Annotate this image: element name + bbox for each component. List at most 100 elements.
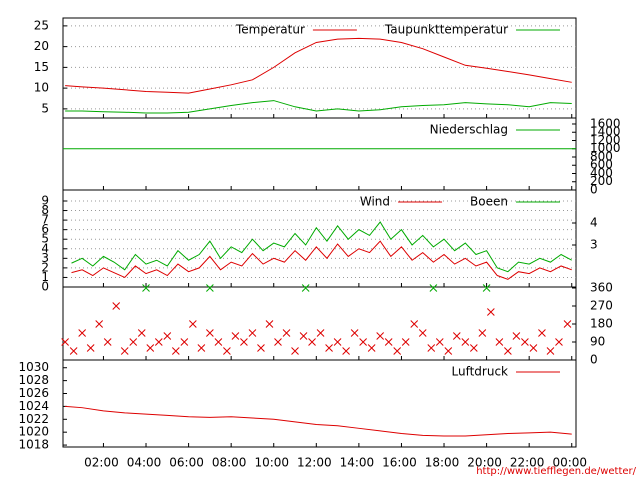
series-line	[65, 100, 572, 114]
y-tick-label: 800	[590, 149, 613, 163]
point	[555, 338, 563, 346]
point	[429, 284, 438, 292]
y-tick-label: 5	[41, 101, 49, 115]
y-tick-label: 1200	[590, 133, 621, 147]
y-tick-label: 0	[590, 183, 598, 197]
y-tick-label: 1018	[18, 438, 49, 452]
y-tick-label: 2	[41, 260, 49, 274]
point	[78, 329, 87, 337]
point	[444, 347, 453, 355]
point	[103, 338, 112, 346]
x-tick-label: 00:00	[552, 456, 587, 470]
x-tick-label: 02:00	[84, 456, 119, 470]
legend-label: Temperatur	[235, 23, 305, 37]
point	[171, 347, 180, 355]
y-tick-label: 6	[41, 222, 49, 236]
point	[163, 332, 172, 340]
point	[512, 332, 521, 340]
point	[214, 338, 223, 346]
point	[427, 344, 436, 352]
x-tick-label: 06:00	[169, 456, 204, 470]
point	[325, 344, 333, 352]
point	[359, 338, 367, 346]
panel-frame	[62, 359, 577, 448]
x-tick-label: 08:00	[212, 456, 247, 470]
point	[231, 332, 240, 340]
y-tick-label: 600	[590, 158, 613, 172]
point	[342, 347, 350, 355]
y-tick-label: 4	[41, 241, 49, 255]
y-tick-label: 1600	[590, 116, 621, 130]
point	[112, 302, 121, 310]
y-tick-label: 9	[41, 193, 49, 207]
point	[308, 338, 316, 346]
y-tick-label: 0	[41, 280, 49, 294]
y-tick-label: 8	[41, 203, 49, 217]
point	[274, 338, 282, 346]
point	[206, 329, 214, 337]
y-tick-label: 90	[590, 335, 605, 349]
legend-label: Wind	[360, 195, 390, 209]
legend-label: Luftdruck	[451, 365, 508, 379]
point	[563, 320, 572, 328]
point	[482, 284, 491, 292]
point	[282, 329, 291, 337]
y-tick-label: 1022	[18, 412, 49, 426]
point	[333, 338, 342, 346]
point	[401, 338, 410, 346]
point	[146, 344, 155, 352]
x-tick-label: 18:00	[425, 456, 460, 470]
x-tick-label: 14:00	[340, 456, 375, 470]
y-tick-label: 1000	[590, 141, 621, 155]
series-line	[71, 221, 572, 273]
footer: http://www.tiefflegen.de/wetter/	[476, 466, 636, 477]
point	[206, 284, 214, 292]
point	[418, 329, 427, 337]
point	[142, 284, 150, 292]
y-tick-label: 1020	[18, 425, 49, 439]
point	[129, 338, 138, 346]
point	[61, 338, 69, 346]
y-tick-label: 1028	[18, 373, 49, 387]
point	[223, 347, 231, 355]
x-tick-label: 10:00	[254, 456, 289, 470]
y-tick-label: 1	[41, 270, 49, 284]
y-tick-label: 180	[590, 317, 613, 331]
point	[452, 332, 461, 340]
y-tick-label: 7	[41, 213, 49, 227]
point	[384, 338, 393, 346]
y-tick-label: 15	[34, 60, 49, 74]
point	[461, 338, 470, 346]
x-tick-label: 12:00	[297, 456, 332, 470]
point	[546, 347, 555, 355]
y-tick-label: 1024	[18, 399, 49, 413]
point	[469, 344, 478, 352]
series-line	[71, 240, 572, 280]
point	[316, 329, 325, 337]
point	[410, 320, 419, 328]
point	[69, 347, 78, 355]
point	[367, 344, 376, 352]
point	[301, 284, 310, 292]
y-tick-label: 25	[34, 18, 49, 32]
point	[180, 338, 189, 346]
point	[376, 332, 385, 340]
legend-label: Boeen	[470, 195, 508, 209]
point	[188, 320, 197, 328]
y2-tick-label: 3	[590, 237, 598, 251]
x-tick-label: 16:00	[382, 456, 417, 470]
point	[478, 329, 487, 337]
point	[154, 338, 163, 346]
y-tick-label: 360	[590, 281, 613, 295]
point	[86, 344, 95, 352]
y-tick-label: 5	[41, 232, 49, 246]
point	[197, 344, 206, 352]
point	[504, 347, 512, 355]
y-tick-label: 3	[41, 251, 49, 265]
y-tick-label: 1030	[18, 360, 49, 374]
point	[538, 329, 546, 337]
y-tick-label: 1400	[590, 125, 621, 139]
x-tick-label: 20:00	[467, 456, 502, 470]
y-tick-label: 200	[590, 174, 613, 188]
